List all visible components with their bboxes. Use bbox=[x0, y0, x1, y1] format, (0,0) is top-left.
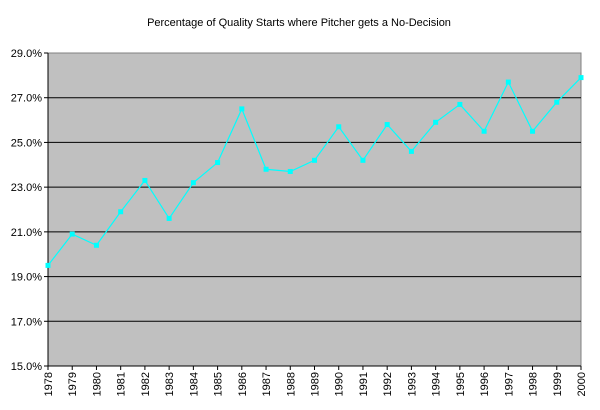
x-tick-label: 1993 bbox=[406, 372, 418, 396]
data-point bbox=[215, 160, 221, 166]
data-point bbox=[69, 231, 75, 237]
data-point bbox=[505, 79, 511, 85]
data-point bbox=[118, 209, 124, 215]
x-tick-label: 1987 bbox=[261, 372, 273, 396]
x-tick-label: 1982 bbox=[140, 372, 152, 396]
y-tick-label: 29.0% bbox=[11, 48, 42, 60]
y-tick-label: 27.0% bbox=[11, 93, 42, 105]
y-tick-label: 23.0% bbox=[11, 182, 42, 194]
x-tick-label: 1990 bbox=[334, 372, 346, 396]
data-point bbox=[142, 177, 148, 183]
y-tick-label: 17.0% bbox=[11, 316, 42, 328]
x-tick-label: 1978 bbox=[43, 372, 55, 396]
x-tick-label: 2000 bbox=[576, 372, 588, 396]
data-point bbox=[263, 166, 269, 172]
data-point bbox=[433, 119, 439, 125]
x-tick-label: 1997 bbox=[503, 372, 515, 396]
y-axis: 15.0% 17.0% 19.0% 21.0% 23.0% 25.0% 27.0% 29.0% bbox=[11, 48, 49, 373]
data-point bbox=[384, 122, 390, 128]
series-group bbox=[45, 75, 584, 268]
data-point bbox=[239, 106, 245, 112]
data-point bbox=[554, 99, 560, 105]
plot-area bbox=[47, 52, 582, 367]
x-tick-label: 1984 bbox=[188, 372, 200, 396]
x-tick-label: 1986 bbox=[237, 372, 249, 396]
data-point bbox=[578, 75, 584, 81]
y-tick-label: 21.0% bbox=[11, 227, 42, 239]
data-point bbox=[530, 128, 536, 134]
x-tick-label: 1995 bbox=[455, 372, 467, 396]
x-tick-label: 1985 bbox=[213, 372, 225, 396]
data-point bbox=[481, 128, 487, 134]
x-tick-label: 1996 bbox=[479, 372, 491, 396]
data-point bbox=[166, 215, 172, 221]
x-tick-label: 1981 bbox=[116, 372, 128, 396]
data-point bbox=[287, 168, 293, 174]
chart-title: Percentage of Quality Starts where Pitch… bbox=[147, 17, 451, 29]
x-tick-label: 1991 bbox=[358, 372, 370, 396]
gridlines bbox=[48, 97, 581, 322]
data-point bbox=[312, 157, 317, 163]
x-tick-label: 1992 bbox=[382, 372, 394, 396]
data-point bbox=[457, 101, 463, 107]
data-point bbox=[408, 148, 414, 154]
data-point bbox=[93, 242, 99, 248]
x-axis: 1978 1979 1980 1981 1982 1983 1984 1985 1986 1987… bbox=[43, 365, 588, 396]
y-tick-label: 15.0% bbox=[11, 361, 42, 373]
x-tick-label: 1994 bbox=[431, 372, 443, 396]
x-tick-label: 1989 bbox=[310, 372, 322, 396]
x-tick-label: 1999 bbox=[552, 372, 564, 396]
data-point bbox=[336, 124, 342, 130]
y-tick-label: 19.0% bbox=[11, 272, 42, 284]
x-tick-label: 1979 bbox=[67, 372, 79, 396]
y-tick-label: 25.0% bbox=[11, 137, 42, 149]
x-tick-label: 1998 bbox=[528, 372, 540, 396]
x-tick-label: 1980 bbox=[91, 372, 103, 396]
x-tick-label: 1988 bbox=[285, 372, 297, 396]
data-point bbox=[360, 157, 366, 163]
data-point bbox=[190, 180, 196, 186]
data-point bbox=[45, 262, 51, 268]
x-tick-label: 1983 bbox=[164, 372, 176, 396]
